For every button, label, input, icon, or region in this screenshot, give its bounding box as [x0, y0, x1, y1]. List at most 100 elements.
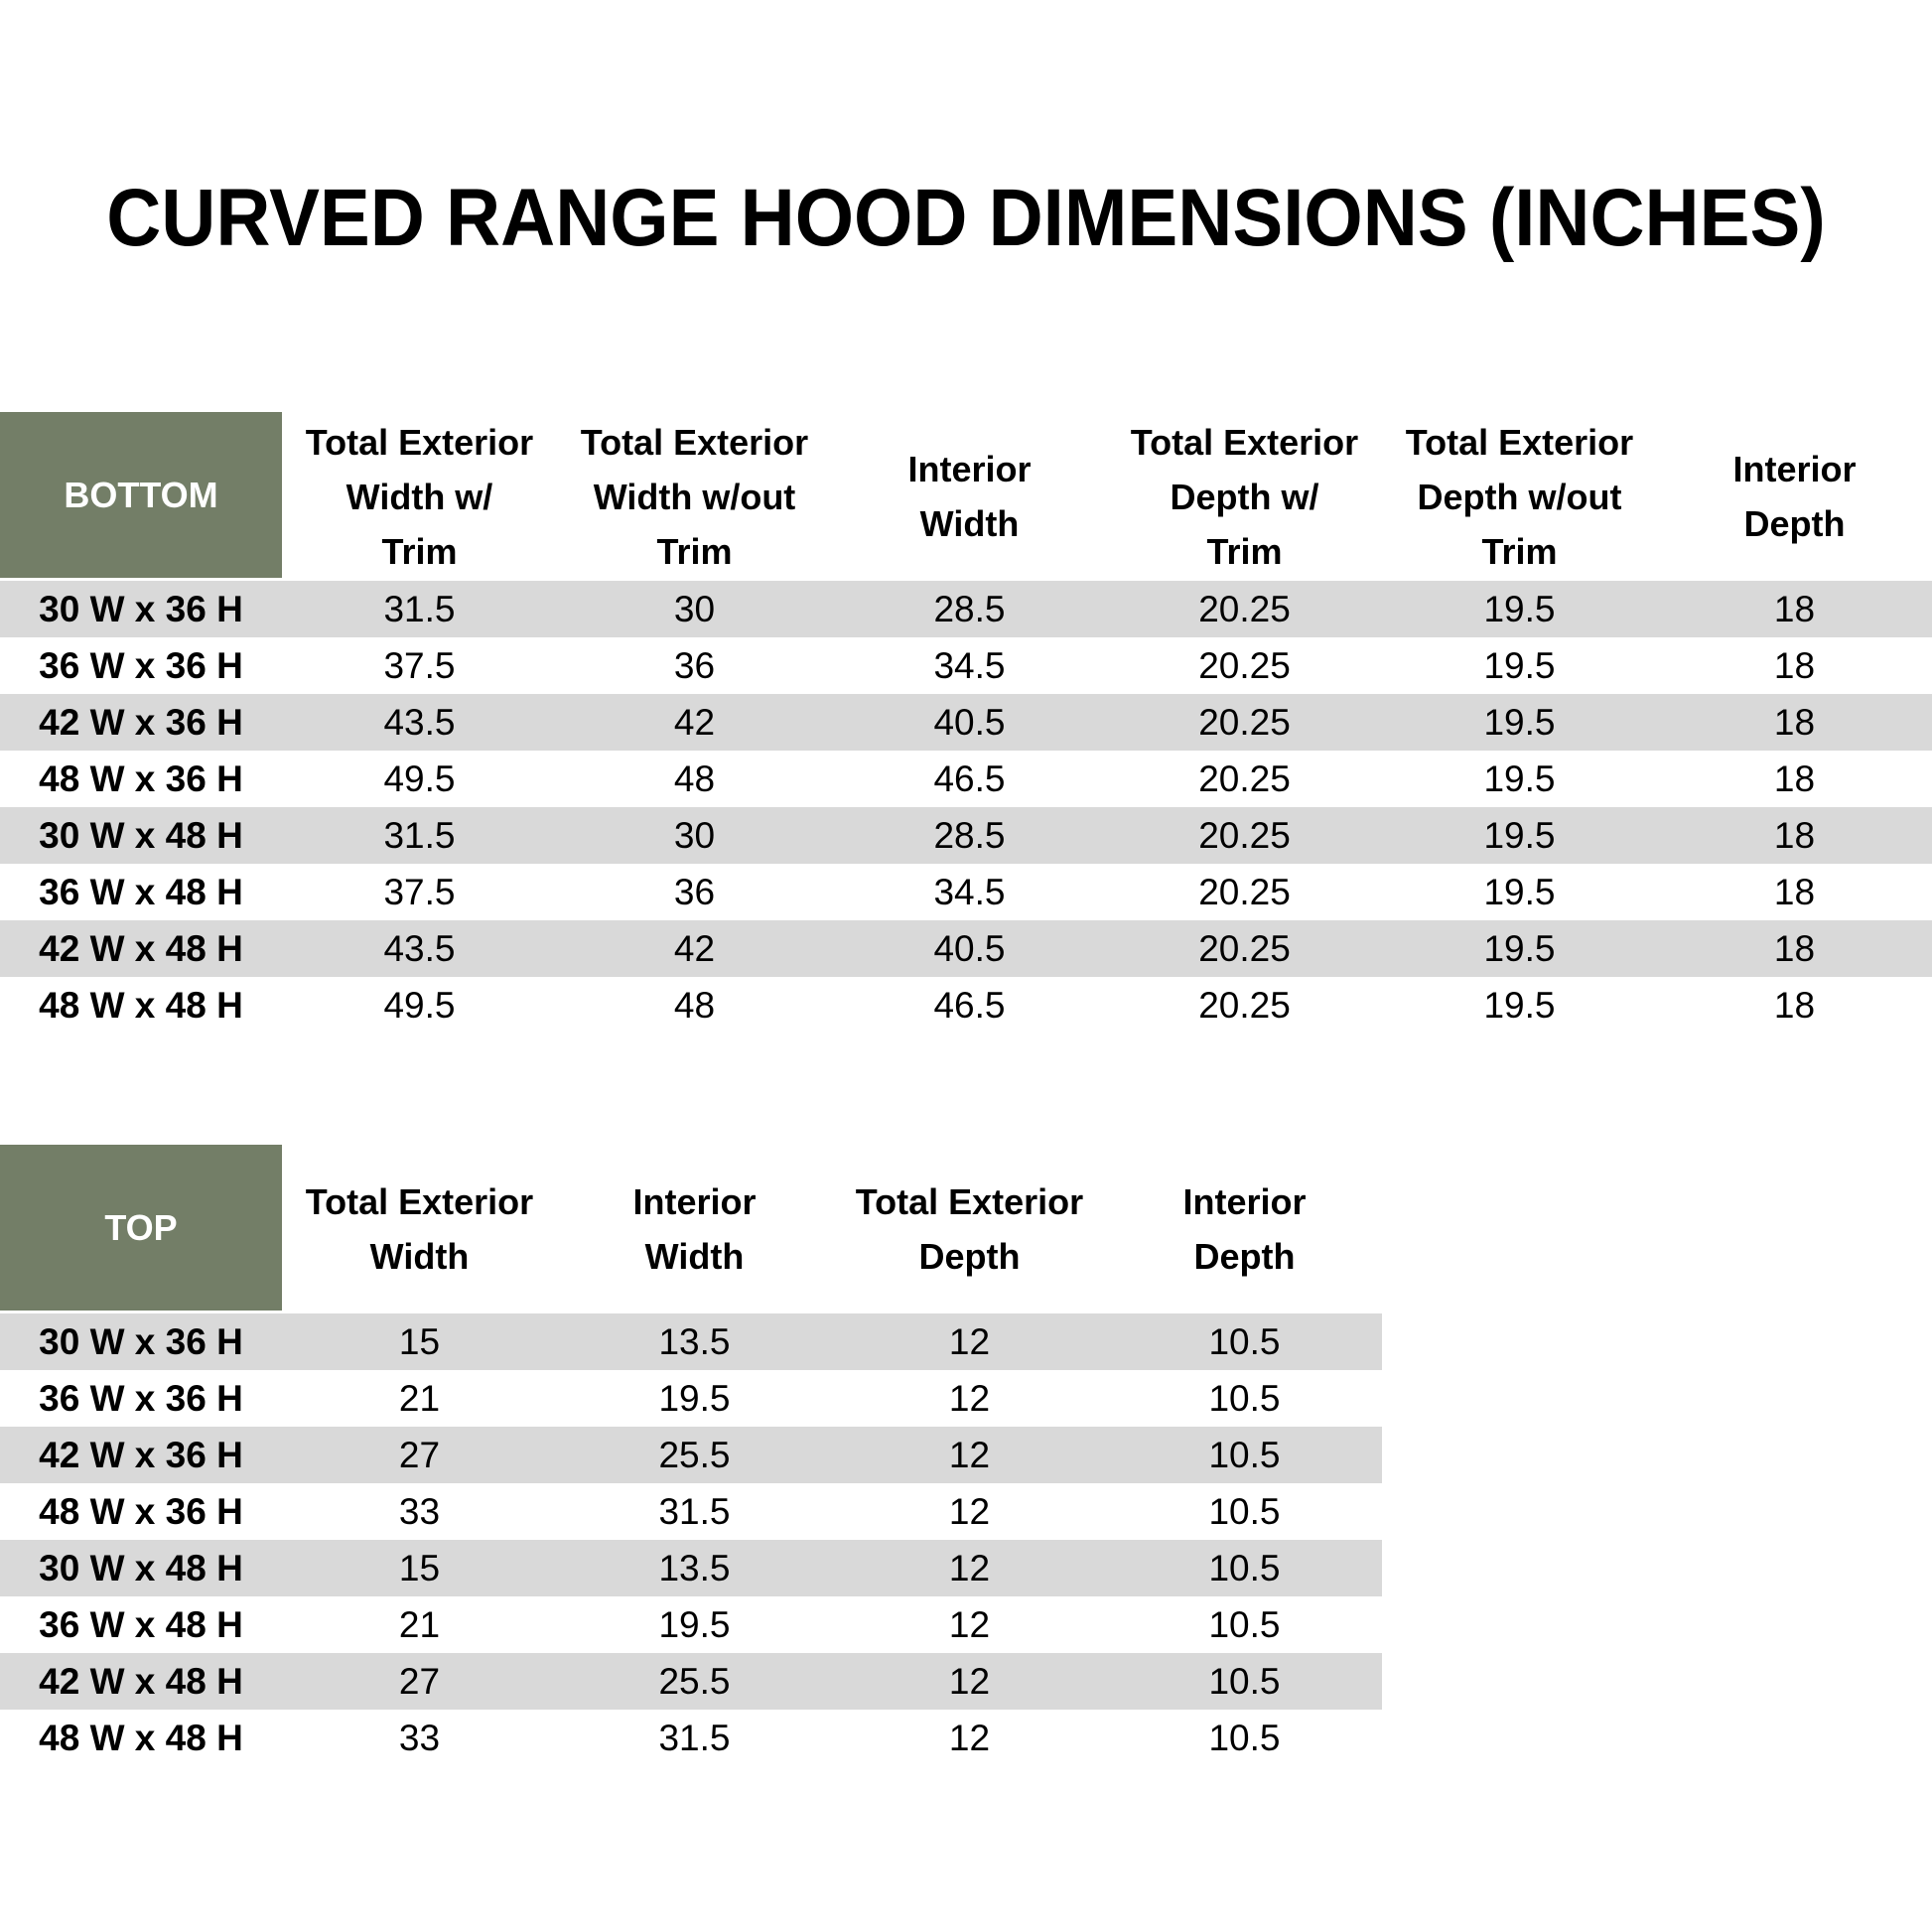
table-cell: 21: [398, 1603, 441, 1645]
table-cell: 10.5: [1208, 1660, 1281, 1702]
row-label: 48 W x 48 H: [39, 1717, 243, 1758]
table-cell: 37.5: [383, 871, 456, 912]
table-cell: 19.5: [1483, 984, 1556, 1026]
top-table-header-row: TOP Total Exterior Width Interior Width …: [0, 1145, 1382, 1313]
table-cell: 18: [1773, 701, 1816, 743]
table-cell: 46.5: [933, 758, 1006, 799]
table-cell: 10.5: [1208, 1320, 1281, 1362]
table-cell: 48: [673, 758, 716, 799]
row-label: 48 W x 36 H: [39, 758, 243, 799]
row-label: 42 W x 48 H: [39, 927, 243, 969]
row-label: 42 W x 36 H: [39, 701, 243, 743]
table-row: 48 W x 36 H 49.5 48 46.5 20.25 19.5 18: [0, 751, 1932, 807]
page-title: CURVED RANGE HOOD DIMENSIONS (INCHES): [106, 173, 1826, 263]
column-header-total-exterior-depth-w-trim: Total Exterior Depth w/ Trim: [1130, 421, 1359, 572]
table-row: 30 W x 36 H 15 13.5 12 10.5: [0, 1313, 1382, 1370]
table-row: 42 W x 36 H 43.5 42 40.5 20.25 19.5 18: [0, 694, 1932, 751]
table-cell: 13.5: [658, 1320, 731, 1362]
table-cell: 33: [398, 1490, 441, 1532]
table-row: 36 W x 48 H 21 19.5 12 10.5: [0, 1596, 1382, 1653]
table-row: 42 W x 48 H 27 25.5 12 10.5: [0, 1653, 1382, 1710]
table-cell: 19.5: [1483, 814, 1556, 856]
table-cell: 34.5: [933, 644, 1006, 686]
table-row: 30 W x 48 H 31.5 30 28.5 20.25 19.5 18: [0, 807, 1932, 864]
table-cell: 48: [673, 984, 716, 1026]
column-header-total-exterior-depth-wout-trim: Total Exterior Depth w/out Trim: [1405, 421, 1634, 572]
top-dimensions-table: TOP Total Exterior Width Interior Width …: [0, 1145, 1382, 1766]
table-cell: 19.5: [1483, 588, 1556, 629]
row-label: 30 W x 48 H: [39, 814, 243, 856]
row-label: 30 W x 48 H: [39, 1547, 243, 1588]
bottom-dimensions-table: BOTTOM Total Exterior Width w/ Trim Tota…: [0, 412, 1932, 1034]
table-row: 42 W x 36 H 27 25.5 12 10.5: [0, 1427, 1382, 1483]
row-label: 42 W x 36 H: [39, 1434, 243, 1475]
bottom-table-corner-label: BOTTOM: [0, 412, 282, 578]
table-cell: 46.5: [933, 984, 1006, 1026]
table-cell: 42: [673, 927, 716, 969]
column-header-interior-depth: Interior Depth: [1732, 449, 1857, 544]
table-cell: 12: [948, 1547, 991, 1588]
table-cell: 10.5: [1208, 1603, 1281, 1645]
table-row: 36 W x 36 H 37.5 36 34.5 20.25 19.5 18: [0, 637, 1932, 694]
table-cell: 40.5: [933, 701, 1006, 743]
table-cell: 30: [673, 814, 716, 856]
table-cell: 10.5: [1208, 1434, 1281, 1475]
table-cell: 20.25: [1198, 701, 1291, 743]
table-row: 42 W x 48 H 43.5 42 40.5 20.25 19.5 18: [0, 920, 1932, 977]
table-cell: 20.25: [1198, 927, 1291, 969]
table-cell: 31.5: [658, 1717, 731, 1758]
table-cell: 40.5: [933, 927, 1006, 969]
table-cell: 13.5: [658, 1547, 731, 1588]
table-cell: 19.5: [658, 1377, 731, 1419]
table-cell: 43.5: [383, 927, 456, 969]
table-cell: 20.25: [1198, 814, 1291, 856]
table-cell: 20.25: [1198, 758, 1291, 799]
table-cell: 10.5: [1208, 1377, 1281, 1419]
table-cell: 25.5: [658, 1434, 731, 1475]
table-cell: 28.5: [933, 814, 1006, 856]
table-cell: 31.5: [383, 588, 456, 629]
table-cell: 18: [1773, 814, 1816, 856]
table-row: 30 W x 48 H 15 13.5 12 10.5: [0, 1540, 1382, 1596]
column-header-interior-width: Interior Width: [907, 449, 1032, 544]
table-row: 30 W x 36 H 31.5 30 28.5 20.25 19.5 18: [0, 581, 1932, 637]
table-cell: 37.5: [383, 644, 456, 686]
table-cell: 12: [948, 1660, 991, 1702]
table-cell: 15: [398, 1320, 441, 1362]
table-cell: 18: [1773, 871, 1816, 912]
column-header-total-exterior-width: Total Exterior Width: [305, 1181, 534, 1277]
table-cell: 19.5: [1483, 758, 1556, 799]
table-row: 36 W x 48 H 37.5 36 34.5 20.25 19.5 18: [0, 864, 1932, 920]
table-cell: 27: [398, 1660, 441, 1702]
table-cell: 19.5: [1483, 927, 1556, 969]
table-cell: 18: [1773, 927, 1816, 969]
row-label: 48 W x 48 H: [39, 984, 243, 1026]
table-cell: 42: [673, 701, 716, 743]
row-label: 42 W x 48 H: [39, 1660, 243, 1702]
table-cell: 49.5: [383, 984, 456, 1026]
table-cell: 12: [948, 1320, 991, 1362]
table-cell: 10.5: [1208, 1490, 1281, 1532]
table-cell: 12: [948, 1717, 991, 1758]
table-cell: 12: [948, 1377, 991, 1419]
table-cell: 20.25: [1198, 588, 1291, 629]
table-cell: 31.5: [658, 1490, 731, 1532]
row-label: 30 W x 36 H: [39, 588, 243, 629]
row-label: 36 W x 48 H: [39, 1603, 243, 1645]
table-cell: 34.5: [933, 871, 1006, 912]
table-cell: 10.5: [1208, 1547, 1281, 1588]
column-header-interior-depth: Interior Depth: [1182, 1181, 1307, 1277]
table-cell: 36: [673, 871, 716, 912]
table-cell: 20.25: [1198, 871, 1291, 912]
table-cell: 18: [1773, 758, 1816, 799]
table-row: 48 W x 48 H 49.5 48 46.5 20.25 19.5 18: [0, 977, 1932, 1034]
table-row: 36 W x 36 H 21 19.5 12 10.5: [0, 1370, 1382, 1427]
table-cell: 18: [1773, 984, 1816, 1026]
table-cell: 31.5: [383, 814, 456, 856]
table-cell: 21: [398, 1377, 441, 1419]
table-cell: 49.5: [383, 758, 456, 799]
table-cell: 43.5: [383, 701, 456, 743]
table-cell: 20.25: [1198, 984, 1291, 1026]
table-cell: 36: [673, 644, 716, 686]
table-row: 48 W x 36 H 33 31.5 12 10.5: [0, 1483, 1382, 1540]
